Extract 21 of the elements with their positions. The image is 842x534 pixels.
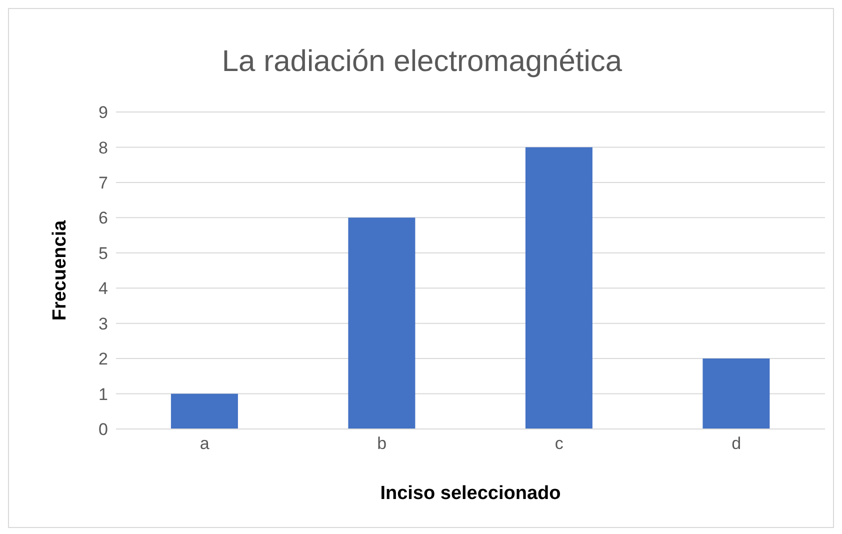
y-tick-label: 2 bbox=[98, 350, 108, 369]
y-tick-label: 6 bbox=[98, 208, 108, 228]
y-tick-label: 8 bbox=[98, 138, 108, 158]
bar bbox=[525, 147, 592, 429]
y-tick-label: 5 bbox=[98, 244, 108, 263]
bar bbox=[170, 394, 238, 429]
y-tick-label: 3 bbox=[98, 314, 108, 334]
x-tick-label: b bbox=[377, 434, 387, 454]
bar bbox=[702, 358, 770, 429]
x-tick-label: a bbox=[200, 434, 210, 454]
x-tick-label: c bbox=[554, 434, 564, 454]
y-tick-label: 9 bbox=[98, 103, 108, 122]
y-tick-label: 1 bbox=[98, 384, 108, 404]
y-tick-label: 4 bbox=[98, 279, 108, 298]
y-tick-label: 7 bbox=[98, 173, 108, 192]
y-tick-label: 0 bbox=[98, 420, 108, 440]
y-axis-title: Frecuencia bbox=[50, 220, 71, 321]
bar bbox=[348, 218, 416, 429]
x-tick-label: d bbox=[732, 434, 742, 454]
x-axis-title: Inciso seleccionado bbox=[380, 483, 561, 504]
chart-title: La radiación electromagnética bbox=[220, 45, 624, 79]
